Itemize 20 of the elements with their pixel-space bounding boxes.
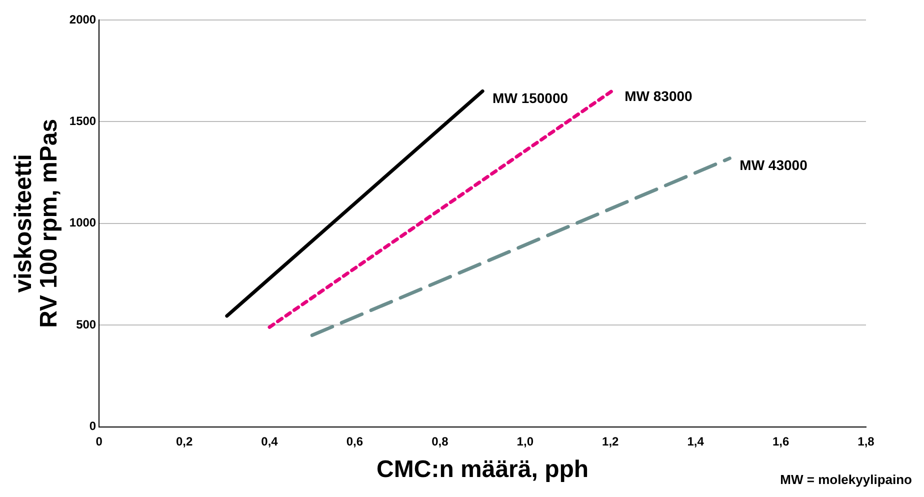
x-tick-label: 1,8 — [858, 434, 875, 448]
x-tick-label: 0,4 — [261, 434, 278, 448]
series-label: MW 83000 — [624, 88, 693, 104]
y-tick-label: 1500 — [69, 114, 96, 128]
text: MW = molekyylipaino — [780, 472, 912, 488]
x-tick-label: 0,8 — [432, 434, 449, 448]
y-tick-label: 2000 — [69, 12, 96, 26]
x-tick-label: 1,2 — [602, 434, 620, 448]
series-label: MW 43000 — [740, 157, 808, 174]
y-tick-label: 1000 — [69, 216, 96, 230]
x-tick-label: 1,0 — [516, 434, 534, 448]
x-tick-label: 0,2 — [176, 434, 193, 448]
x-tick-label: 1,4 — [687, 434, 704, 448]
x-tick-label: 0,6 — [346, 434, 364, 448]
x-axis-title: CMC:n määrä, pph — [376, 456, 589, 484]
y-axis-title: viskositeetti RV 100 rpm, mPas — [10, 118, 62, 328]
y-tick-label: 500 — [76, 317, 96, 332]
x-tick-label: 1,6 — [772, 434, 790, 448]
series-label: MW 150000 — [492, 90, 568, 106]
y-tick-label: 0 — [89, 419, 96, 434]
